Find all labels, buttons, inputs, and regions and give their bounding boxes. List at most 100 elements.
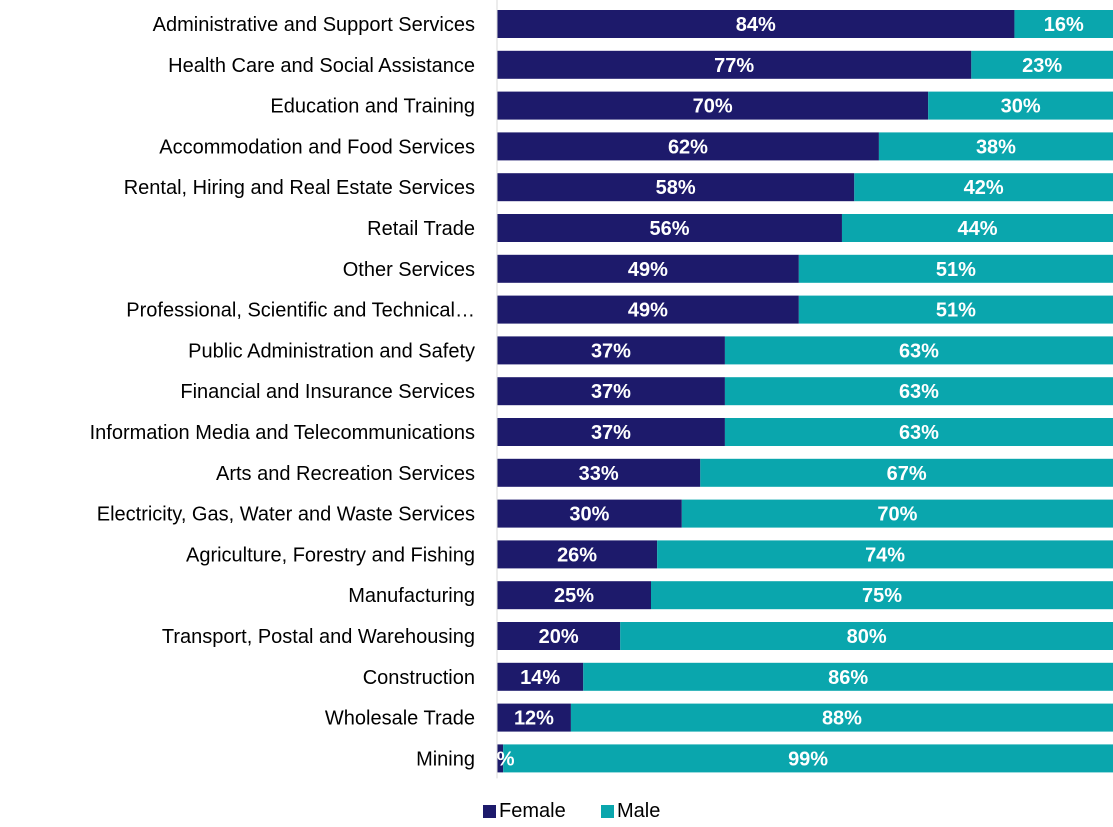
category-label: Other Services — [343, 259, 475, 281]
bar-female — [497, 336, 725, 365]
data-label-female: 56% — [649, 218, 689, 240]
bar-male — [878, 132, 1113, 161]
bar-female — [497, 703, 571, 732]
data-label-female: 62% — [668, 136, 708, 158]
bar-female — [497, 295, 799, 324]
bar-female — [497, 744, 504, 773]
bar-female — [497, 540, 658, 569]
data-label-male: 75% — [862, 585, 902, 607]
bar-male — [620, 622, 1113, 650]
data-label-male: 23% — [1022, 55, 1062, 77]
data-label-male: 99% — [788, 748, 828, 770]
bar-female — [497, 662, 584, 691]
bar-female — [497, 132, 879, 161]
bars-layer: 84% 16% 77% 23% 70% 30% 62% 38% 58% 42% 56% 44% 49% 5… — [486, 10, 1113, 773]
data-label-male: 38% — [976, 136, 1016, 158]
data-label-male: 88% — [822, 708, 862, 730]
legend: Female Male — [483, 800, 660, 822]
category-label: Electricity, Gas, Water and Waste Servic… — [97, 504, 475, 526]
bar-female — [497, 458, 701, 487]
data-label-female: 14% — [520, 667, 560, 689]
data-label-male: 63% — [899, 422, 939, 444]
category-label: Arts and Recreation Services — [216, 463, 475, 485]
bar-female — [497, 173, 855, 202]
data-label-female: 1% — [486, 748, 515, 770]
data-label-male: 42% — [964, 177, 1004, 199]
legend-male-label: Male — [617, 800, 660, 822]
category-label: Professional, Scientific and Technical… — [126, 300, 475, 322]
bar-female — [497, 418, 725, 446]
bar-male — [841, 214, 1113, 242]
bar-female — [497, 10, 1015, 38]
data-label-female: 12% — [514, 708, 554, 730]
data-label-female: 84% — [736, 14, 776, 36]
legend-female-label: Female — [499, 800, 566, 822]
category-label: Financial and Insurance Services — [180, 381, 475, 403]
data-label-male: 67% — [887, 463, 927, 485]
data-label-female: 30% — [569, 504, 609, 526]
data-label-female: 20% — [539, 626, 579, 648]
data-label-female: 33% — [579, 463, 619, 485]
bar-female — [497, 377, 725, 406]
bar-female — [497, 581, 651, 610]
bar-male — [570, 703, 1113, 732]
bar-female — [497, 622, 621, 650]
category-label: Construction — [363, 667, 475, 689]
bar-male — [971, 50, 1113, 79]
category-label: Information Media and Telecommunications — [90, 422, 475, 444]
data-label-female: 37% — [591, 340, 631, 362]
data-label-male: 16% — [1044, 14, 1084, 36]
data-label-male: 86% — [828, 667, 868, 689]
legend-male: Male — [601, 800, 660, 822]
category-labels: Administrative and Support Services Healt… — [90, 14, 475, 770]
bar-male — [1014, 10, 1113, 38]
category-label: Administrative and Support Services — [153, 14, 475, 36]
data-label-female: 37% — [591, 422, 631, 444]
bar-female — [497, 214, 842, 242]
bar-male — [503, 744, 1113, 773]
bar-male — [681, 499, 1113, 528]
bar-female — [497, 50, 972, 79]
bar-female — [497, 91, 929, 120]
data-label-female: 70% — [693, 96, 733, 118]
category-label: Manufacturing — [348, 585, 475, 607]
category-label: Accommodation and Food Services — [159, 136, 475, 158]
data-label-male: 80% — [847, 626, 887, 648]
bar-male — [724, 336, 1113, 365]
data-label-male: 51% — [936, 300, 976, 322]
bar-male — [651, 581, 1113, 610]
data-label-male: 51% — [936, 259, 976, 281]
category-label: Education and Training — [270, 96, 475, 118]
bar-male — [724, 418, 1113, 446]
category-label: Health Care and Social Assistance — [168, 55, 475, 77]
bar-female — [497, 499, 682, 528]
category-label: Rental, Hiring and Real Estate Services — [124, 177, 475, 199]
bar-male — [798, 295, 1113, 324]
data-label-male: 74% — [865, 544, 905, 566]
category-label: Agriculture, Forestry and Fishing — [186, 544, 475, 566]
bar-female — [497, 254, 799, 283]
data-label-female: 49% — [628, 300, 668, 322]
bar-male — [583, 662, 1113, 691]
data-label-male: 63% — [899, 340, 939, 362]
bar-male — [798, 254, 1113, 283]
bar-male — [657, 540, 1113, 569]
data-label-male: 44% — [957, 218, 997, 240]
category-label: Retail Trade — [367, 218, 475, 240]
data-label-female: 58% — [656, 177, 696, 199]
category-label: Wholesale Trade — [325, 708, 475, 730]
data-label-male: 70% — [877, 504, 917, 526]
category-label: Public Administration and Safety — [188, 340, 475, 362]
category-label: Transport, Postal and Warehousing — [162, 626, 475, 648]
legend-female: Female — [483, 800, 566, 822]
category-label: Mining — [416, 748, 475, 770]
data-label-female: 25% — [554, 585, 594, 607]
data-label-male: 30% — [1001, 96, 1041, 118]
legend-male-swatch — [601, 805, 614, 818]
data-label-female: 49% — [628, 259, 668, 281]
bar-male — [854, 173, 1113, 202]
data-label-female: 26% — [557, 544, 597, 566]
bar-male — [700, 458, 1113, 487]
